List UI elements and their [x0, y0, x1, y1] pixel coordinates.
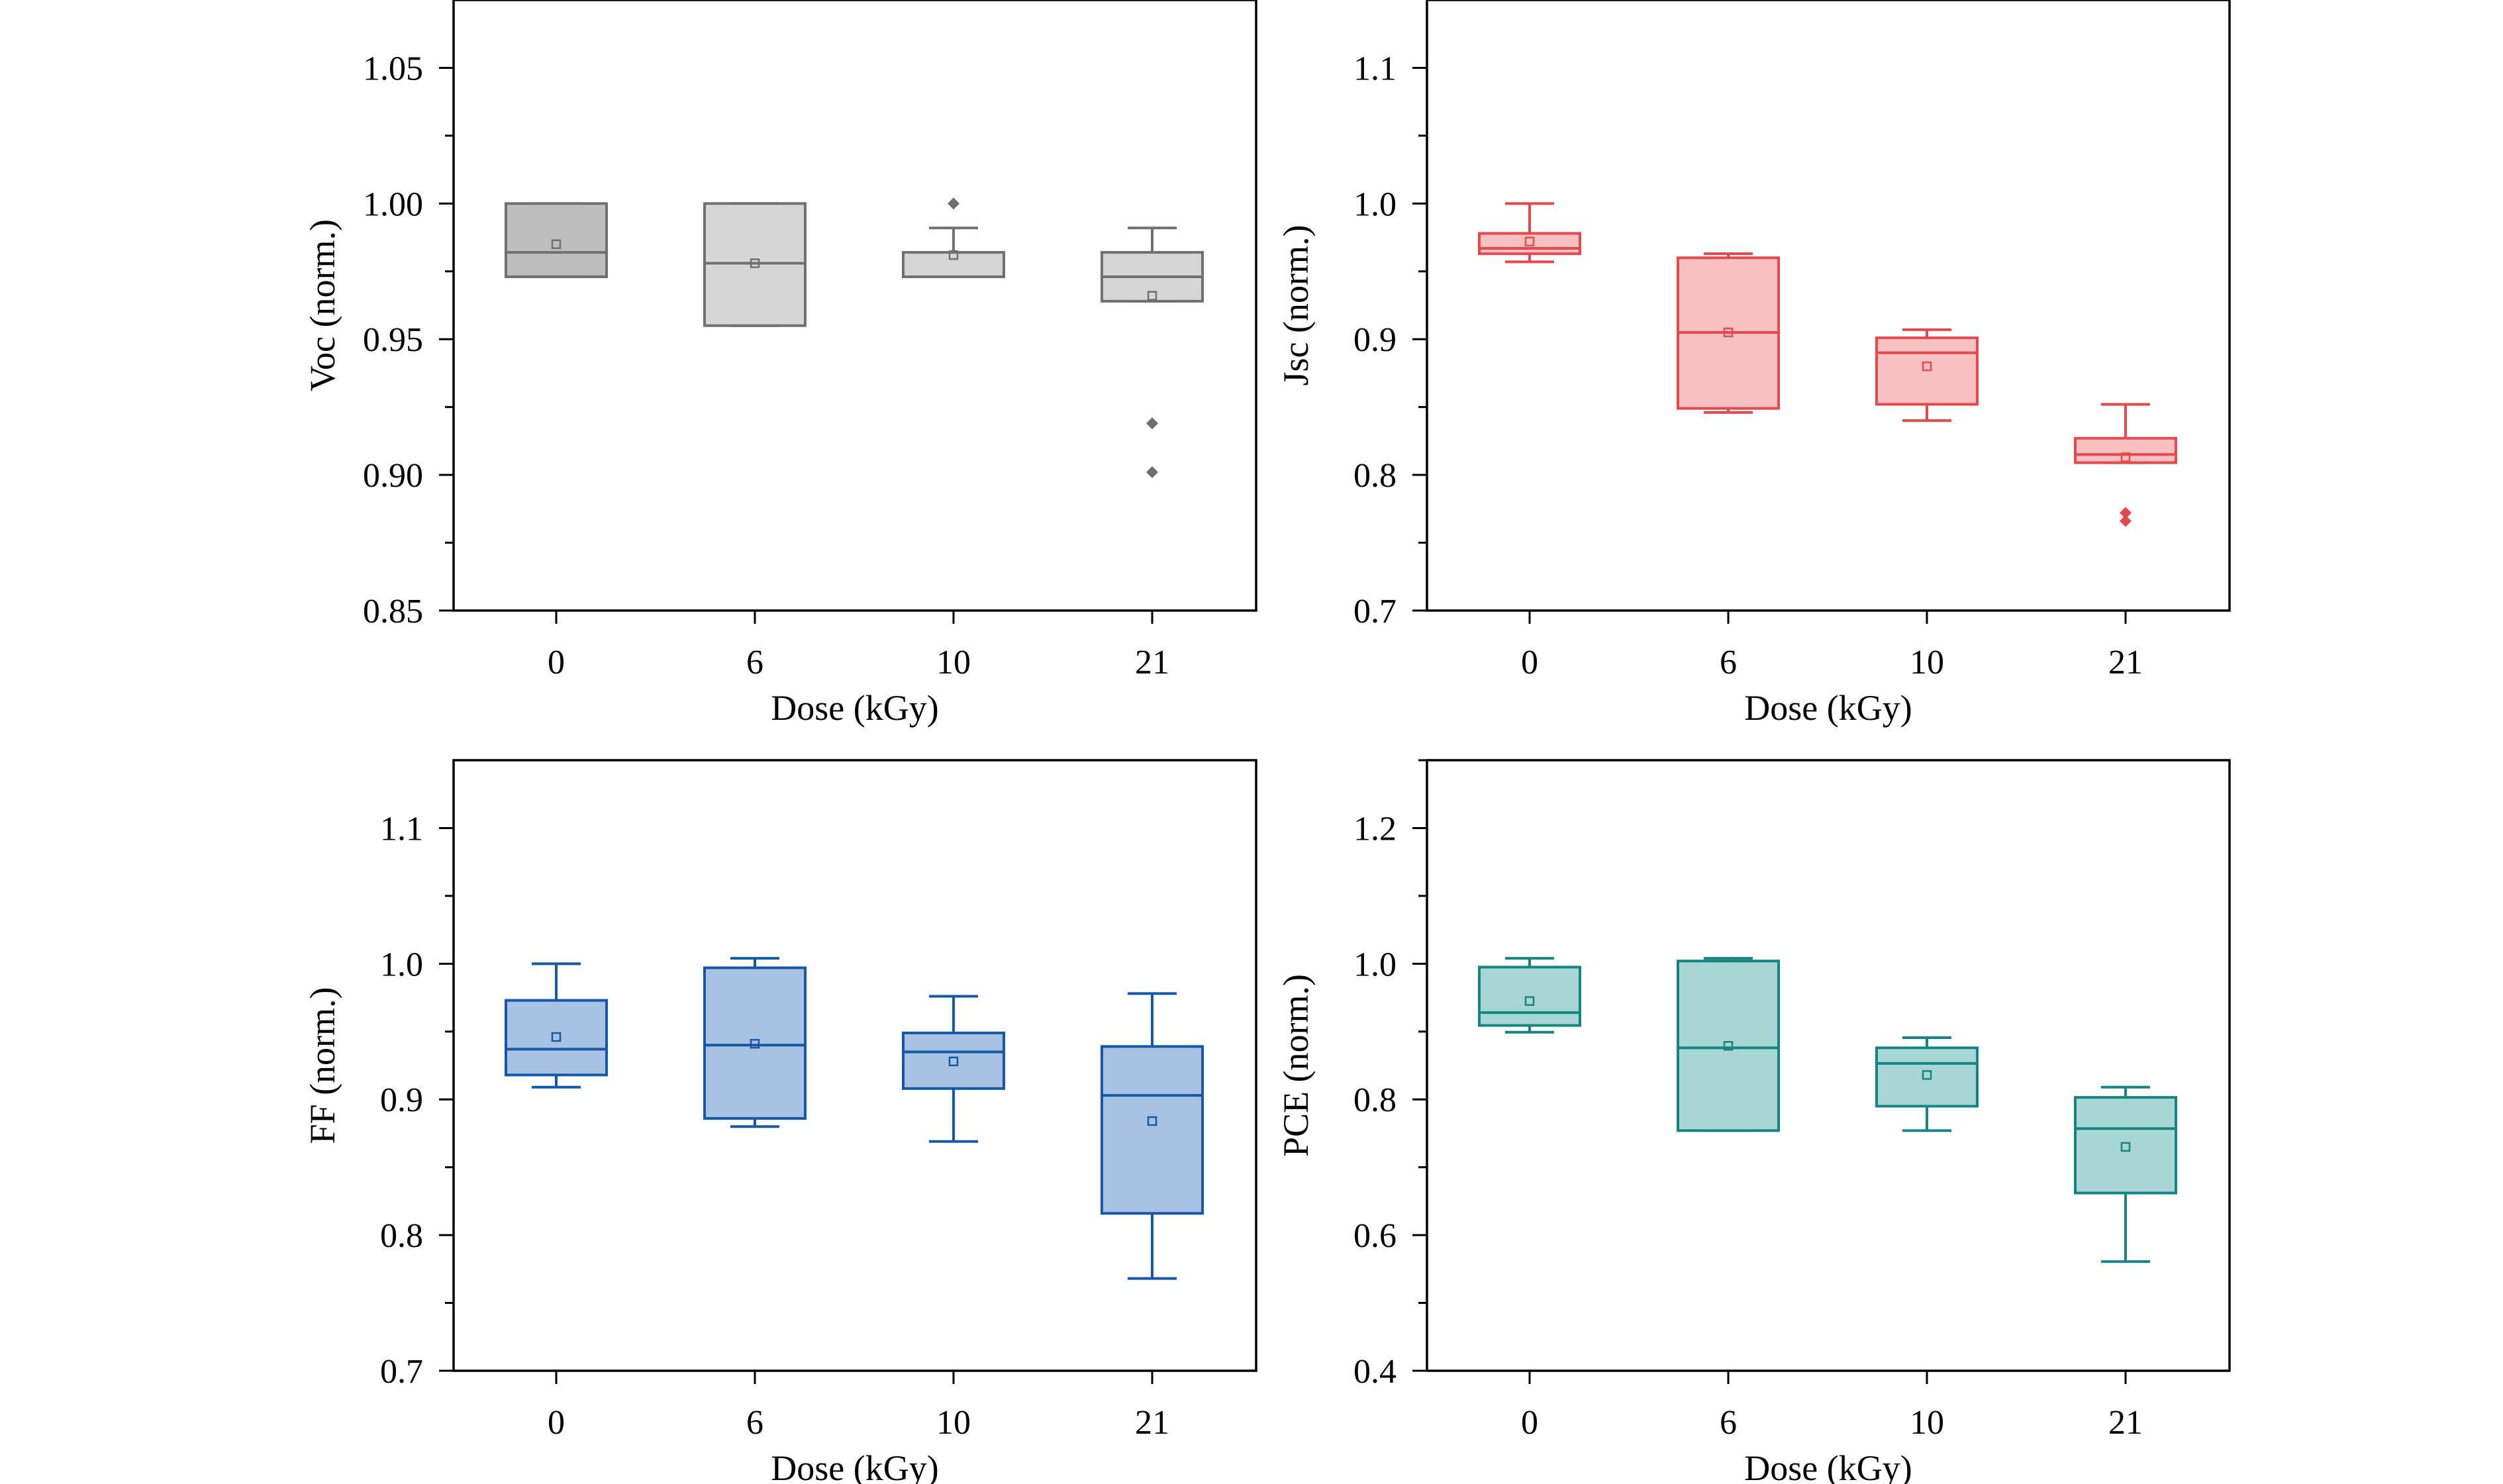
x-tick-label: 6: [1720, 644, 1737, 681]
y-axis-title: Voc (norm.): [303, 219, 342, 391]
y-axis-title: Jsc (norm.): [1276, 225, 1316, 386]
box: [2074, 1096, 2177, 1195]
mean-marker: [948, 250, 959, 260]
y-tick-label: 0.8: [380, 1217, 423, 1255]
y-tick-label: 1.1: [1353, 50, 1397, 87]
mean-marker: [2120, 1142, 2131, 1152]
y-axis-title: PCE (norm.): [1276, 974, 1316, 1157]
x-axis-title: Dose (kGy): [771, 688, 938, 728]
box: [703, 966, 807, 1120]
mean-marker: [1147, 291, 1157, 301]
mean-marker: [750, 258, 760, 268]
jsc-panel: 0.7 0.8 0.9 1.0 1.1 0 6 10 21 Dose (kGy) Jsc (norm…: [1258, 0, 2232, 740]
box: [1677, 960, 1780, 1132]
outlier-point: [948, 197, 959, 210]
x-tick-label: 21: [2108, 1404, 2143, 1442]
y-tick-label: 0.8: [1353, 457, 1397, 495]
x-tick-label: 10: [936, 644, 971, 681]
x-tick-label: 10: [1910, 1404, 1944, 1442]
x-tick-label: 0: [1521, 644, 1538, 681]
y-axis-title: FF (norm.): [303, 987, 342, 1144]
x-tick-label: 10: [936, 1404, 971, 1442]
y-tick-label: 0.4: [1353, 1353, 1397, 1391]
box: [902, 251, 1005, 278]
y-tick-label: 0.9: [380, 1081, 423, 1119]
box: [1875, 1046, 1979, 1108]
pce-panel: 0.4 0.6 0.8 1.0 1.2 0 6 10 21 Dose (kGy) PCE (norm…: [1258, 740, 2232, 1484]
y-tick-label: 0.8: [1353, 1081, 1397, 1119]
y-tick-label: 0.7: [1353, 593, 1397, 630]
plot-frame: [452, 759, 1257, 1372]
box: [1101, 1045, 1204, 1215]
mean-marker: [551, 1032, 562, 1042]
outlier-point: [1146, 466, 1158, 479]
y-tick-label: 0.6: [1353, 1217, 1397, 1255]
plot-frame: [452, 0, 1257, 612]
ff-box-plot: 0.7 0.8 0.9 1.0 1.1 0 6 10 21 Dose (kGy) FF (norm.…: [303, 759, 1257, 1484]
x-axis-title: Dose (kGy): [1744, 1448, 1912, 1484]
box: [902, 1031, 1005, 1090]
mean-marker: [750, 1038, 760, 1049]
mean-marker: [1922, 361, 1932, 371]
mean-marker: [1723, 327, 1734, 338]
y-tick-label: 1.0: [1353, 946, 1397, 983]
x-axis-title: Dose (kGy): [1744, 688, 1912, 728]
x-axis-title: Dose (kGy): [771, 1448, 938, 1484]
y-tick-label: 0.9: [1353, 321, 1397, 359]
y-tick-label: 0.85: [363, 593, 423, 630]
box: [1478, 232, 1581, 256]
outlier-point: [1146, 417, 1158, 430]
mean-marker: [1922, 1070, 1932, 1080]
x-tick-label: 21: [1135, 1404, 1169, 1442]
pce-box-plot: 0.4 0.6 0.8 1.0 1.2 0 6 10 21 Dose (kGy) PCE (norm…: [1276, 759, 2231, 1484]
y-tick-label: 1.0: [1353, 185, 1397, 223]
box: [703, 202, 807, 327]
x-tick-label: 0: [1521, 1404, 1538, 1442]
x-tick-label: 21: [2108, 644, 2143, 681]
x-tick-label: 21: [1135, 644, 1169, 681]
x-tick-label: 10: [1910, 644, 1944, 681]
mean-marker: [1147, 1116, 1157, 1126]
y-tick-label: 1.1: [380, 810, 423, 848]
mean-marker: [1524, 236, 1535, 246]
mean-marker: [2120, 452, 2131, 462]
plot-frame: [1426, 0, 2231, 612]
y-tick-label: 0.7: [380, 1353, 423, 1391]
x-tick-label: 6: [746, 1404, 763, 1442]
plot-frame: [1426, 759, 2231, 1372]
mean-marker: [948, 1056, 959, 1067]
box: [505, 999, 608, 1077]
x-tick-label: 6: [1720, 1404, 1737, 1442]
x-tick-label: 0: [548, 1404, 565, 1442]
y-tick-label: 1.00: [363, 185, 423, 223]
y-tick-label: 1.0: [380, 946, 423, 983]
ff-panel: 0.7 0.8 0.9 1.0 1.1 0 6 10 21 Dose (kGy) FF (norm.…: [285, 740, 1258, 1484]
y-tick-label: 0.95: [363, 321, 423, 359]
box: [2074, 436, 2177, 464]
x-tick-label: 6: [746, 644, 763, 681]
mean-marker: [1524, 996, 1535, 1006]
y-tick-label: 1.05: [363, 50, 423, 87]
y-tick-label: 1.2: [1353, 810, 1397, 848]
mean-marker: [551, 239, 562, 250]
y-tick-label: 0.90: [363, 457, 423, 495]
x-tick-label: 0: [548, 644, 565, 681]
jsc-box-plot: 0.7 0.8 0.9 1.0 1.1 0 6 10 21 Dose (kGy) Jsc (norm…: [1276, 0, 2231, 728]
outlier-point: [2120, 507, 2132, 519]
mean-marker: [1723, 1041, 1734, 1051]
voc-panel: 0.85 0.90 0.95 1.00 1.05 0 6 10 21 Dose (kGy) Voc …: [285, 0, 1258, 740]
voc-box-plot: 0.85 0.90 0.95 1.00 1.05 0 6 10 21 Dose (kGy) Voc …: [303, 0, 1257, 728]
outlier-point: [2120, 515, 2132, 527]
